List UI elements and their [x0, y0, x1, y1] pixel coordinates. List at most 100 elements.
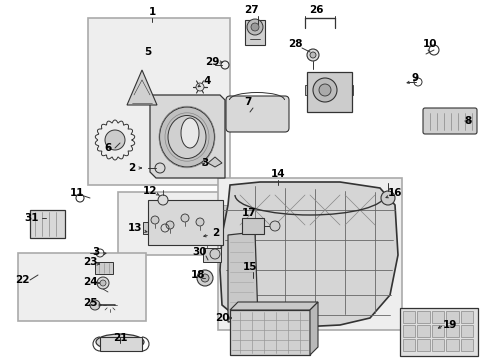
Text: 28: 28	[287, 39, 302, 49]
Text: 24: 24	[82, 277, 97, 287]
Bar	[148, 200, 223, 245]
Bar	[218, 205, 227, 223]
Circle shape	[165, 221, 174, 229]
Bar	[242, 218, 264, 234]
Text: 15: 15	[242, 262, 257, 272]
Polygon shape	[150, 95, 224, 178]
Bar	[18, 253, 146, 321]
Circle shape	[318, 84, 330, 96]
Bar	[445, 325, 458, 337]
Ellipse shape	[181, 118, 199, 148]
Text: 16: 16	[387, 188, 402, 198]
Text: 18: 18	[190, 270, 205, 280]
Circle shape	[97, 277, 109, 289]
Bar	[431, 325, 443, 337]
Text: 4: 4	[203, 76, 210, 86]
Bar	[118, 192, 225, 255]
Circle shape	[151, 216, 159, 224]
Bar	[182, 205, 192, 223]
Polygon shape	[309, 302, 317, 355]
Bar	[203, 248, 221, 262]
Circle shape	[105, 130, 125, 150]
Bar	[100, 337, 142, 351]
Circle shape	[197, 270, 213, 286]
Bar	[205, 205, 216, 223]
Polygon shape	[220, 182, 397, 328]
Circle shape	[309, 52, 315, 58]
Bar	[431, 311, 443, 323]
Polygon shape	[229, 302, 317, 310]
Bar	[95, 262, 113, 274]
Bar	[194, 205, 203, 223]
Text: 9: 9	[410, 73, 418, 83]
Polygon shape	[227, 232, 258, 322]
Bar	[218, 178, 401, 330]
Circle shape	[209, 249, 220, 259]
Bar	[244, 20, 264, 45]
Circle shape	[306, 49, 318, 61]
Text: 12: 12	[142, 186, 157, 196]
Text: 8: 8	[464, 116, 470, 126]
Text: 20: 20	[214, 313, 229, 323]
Text: 17: 17	[241, 208, 256, 218]
Text: 2: 2	[212, 228, 219, 238]
Circle shape	[250, 23, 259, 31]
Bar	[170, 205, 180, 223]
Text: 10: 10	[422, 39, 436, 49]
Bar	[445, 339, 458, 351]
Text: 3: 3	[201, 158, 208, 168]
Circle shape	[246, 19, 263, 35]
Bar	[460, 325, 472, 337]
Text: 21: 21	[113, 333, 127, 343]
Polygon shape	[207, 157, 222, 167]
Bar	[305, 85, 310, 95]
Text: 2: 2	[128, 163, 135, 173]
Bar	[399, 308, 477, 356]
Text: 25: 25	[82, 298, 97, 308]
Text: 29: 29	[204, 57, 219, 67]
Circle shape	[312, 78, 336, 102]
Circle shape	[196, 83, 203, 91]
Circle shape	[380, 191, 394, 205]
Bar	[431, 339, 443, 351]
Text: 13: 13	[127, 223, 142, 233]
Circle shape	[100, 280, 106, 286]
Bar	[346, 85, 352, 95]
Circle shape	[269, 221, 280, 231]
Circle shape	[181, 214, 189, 222]
Polygon shape	[127, 70, 157, 105]
Bar	[158, 205, 168, 223]
Text: 6: 6	[104, 143, 111, 153]
Circle shape	[201, 274, 208, 282]
Bar	[30, 210, 65, 238]
Bar	[460, 311, 472, 323]
Text: 11: 11	[70, 188, 84, 198]
Bar	[460, 339, 472, 351]
Text: 30: 30	[192, 247, 207, 257]
FancyBboxPatch shape	[422, 108, 476, 134]
Text: 7: 7	[244, 97, 251, 107]
Text: 14: 14	[270, 169, 285, 179]
Bar	[229, 310, 309, 355]
Text: 27: 27	[243, 5, 258, 15]
Ellipse shape	[96, 334, 143, 350]
Bar	[417, 311, 429, 323]
Text: 19: 19	[442, 320, 456, 330]
Ellipse shape	[159, 107, 214, 167]
Bar	[402, 339, 414, 351]
Text: 23: 23	[82, 257, 97, 267]
Text: 31: 31	[25, 213, 39, 223]
FancyBboxPatch shape	[225, 96, 288, 132]
Bar	[417, 325, 429, 337]
Bar	[306, 72, 351, 112]
Text: 5: 5	[144, 47, 151, 57]
Bar	[445, 311, 458, 323]
Bar	[417, 339, 429, 351]
Bar	[88, 18, 229, 185]
Circle shape	[90, 300, 100, 310]
Text: 22: 22	[15, 275, 29, 285]
Bar	[142, 222, 161, 234]
Ellipse shape	[168, 116, 205, 158]
Bar	[402, 325, 414, 337]
Circle shape	[158, 195, 168, 205]
